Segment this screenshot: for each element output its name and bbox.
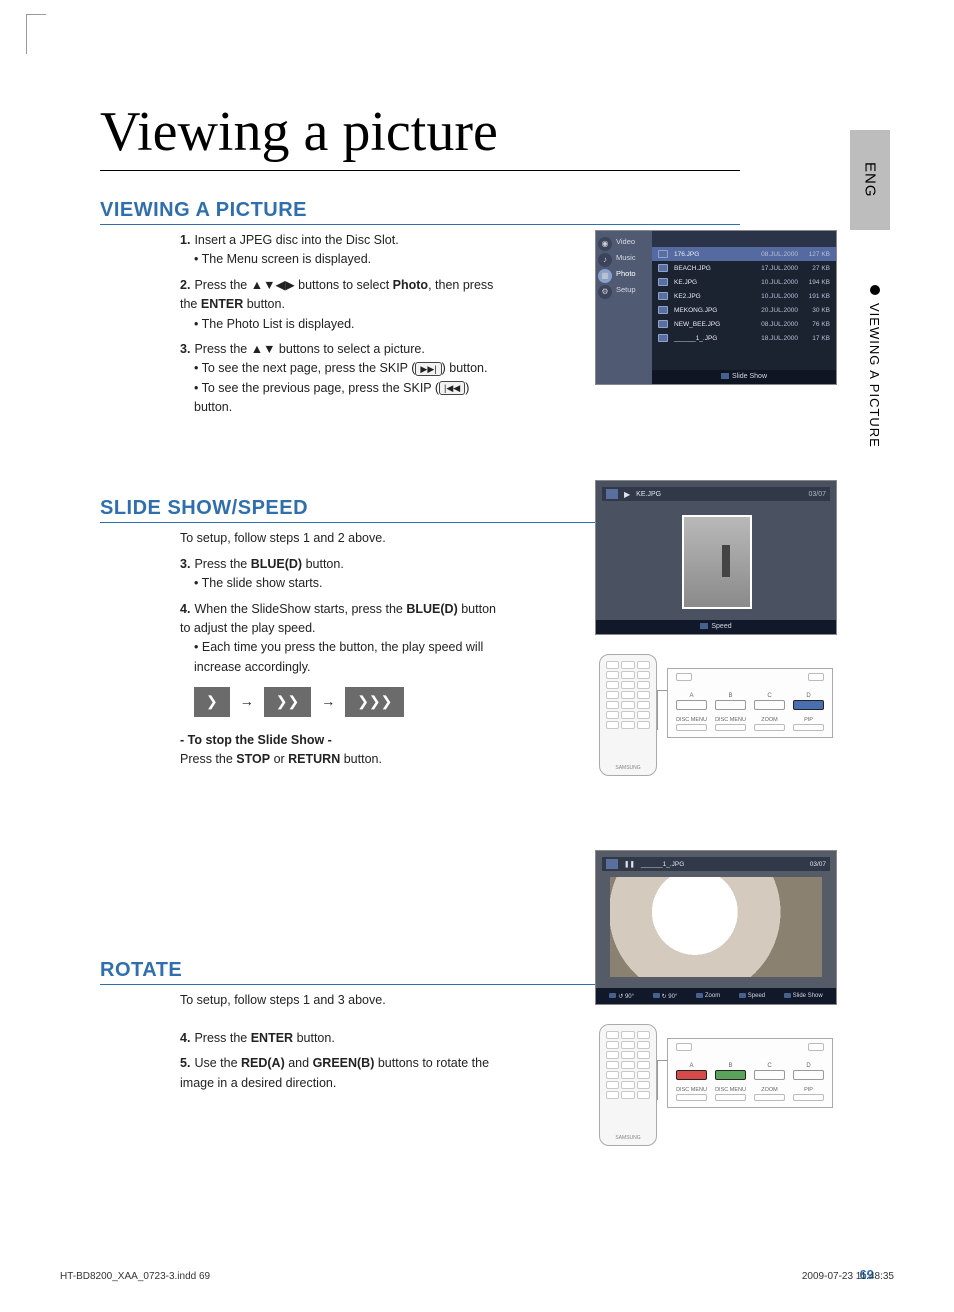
photo-icon: ▦	[598, 269, 612, 283]
key-d-2: D	[793, 1063, 824, 1080]
key-a-2: A	[676, 1063, 707, 1080]
slideshow-step3: 3.Press the BLUE(D) button. The slide sh…	[180, 555, 500, 594]
key-c-2: C	[754, 1063, 785, 1080]
crop-mark	[26, 14, 46, 54]
page-title: Viewing a picture	[100, 100, 740, 171]
menu-photo: Photo	[616, 269, 636, 278]
speed-indicator: ❯ → ❯❯ → ❯❯❯	[194, 687, 500, 717]
key-b: B	[715, 693, 746, 710]
music-icon: ♪	[598, 253, 612, 267]
rotate-intro: To setup, follow steps 1 and 3 above.	[180, 991, 500, 1010]
disc-icon: ◉	[598, 237, 612, 251]
skip-next-icon: ▶▶|	[415, 362, 441, 376]
rotate-image	[610, 877, 822, 977]
remote-diagram-slideshow: SAMSUNG A B C D DISC MENU DISC MENU ZOOM…	[595, 650, 837, 780]
viewing-step3: 3.Press the ▲▼ buttons to select a pictu…	[180, 340, 500, 418]
file-icon	[658, 334, 668, 342]
slide-header: ▶ KE.JPG 03/07	[602, 487, 830, 501]
remote-body: SAMSUNG	[599, 654, 657, 776]
footer-filename: HT-BD8200_XAA_0723-3.indd 69	[60, 1271, 210, 1282]
slideshow-step4: 4.When the SlideShow starts, press the B…	[180, 600, 500, 678]
rotate-screenshot: ❚❚ ______1_.JPG 03/07 ↺ 90° ↻ 90° Zoom S…	[595, 850, 837, 1005]
slideshow-screenshot: ▶ KE.JPG 03/07 Speed	[595, 480, 837, 635]
slideshow-intro: To setup, follow steps 1 and 2 above.	[180, 529, 500, 548]
photolist-header	[652, 231, 836, 247]
stop-heading: - To stop the Slide Show -	[180, 731, 500, 750]
photolist-main: 176.JPG08.JUL.2000127 KBBEACH.JPG17.JUL.…	[652, 231, 836, 384]
stop-text: Press the STOP or RETURN button.	[180, 750, 500, 769]
language-tab: ENG	[850, 130, 890, 230]
home-icon	[606, 489, 618, 499]
remote-body-2: SAMSUNG	[599, 1024, 657, 1146]
speed-1: ❯	[194, 687, 230, 717]
file-row: KE2.JPG10.JUL.2000191 KB	[652, 289, 836, 303]
rotate-step5: 5.Use the RED(A) and GREEN(B) buttons to…	[180, 1054, 500, 1093]
photolist-screenshot: ◉ Video ♪ Music ▦ Photo ⚙ Setup 176.JPG0…	[595, 230, 837, 385]
rotate-header: ❚❚ ______1_.JPG 03/07	[602, 857, 830, 871]
file-row: BEACH.JPG17.JUL.200027 KB	[652, 261, 836, 275]
rotate-step4: 4.Press the ENTER button.	[180, 1029, 500, 1048]
viewing-step1: 1.Insert a JPEG disc into the Disc Slot.…	[180, 231, 500, 270]
page-content: ENG VIEWING A PICTURE Viewing a picture …	[100, 70, 890, 1240]
file-icon	[658, 250, 668, 258]
remote-panel: A B C D DISC MENU DISC MENU ZOOM PIP	[667, 668, 833, 738]
key-a: A	[676, 693, 707, 710]
pause-icon: ❚❚	[624, 860, 635, 868]
language-tab-label: ENG	[862, 162, 879, 198]
key-b-2: B	[715, 1063, 746, 1080]
file-row: MEKONG.JPG20.JUL.200030 KB	[652, 303, 836, 317]
file-row: 176.JPG08.JUL.2000127 KB	[652, 247, 836, 261]
file-icon	[658, 320, 668, 328]
skip-prev-icon: |◀◀	[439, 381, 465, 395]
remote-panel-2: A B C D DISC MENU DISC MENU ZOOM PIP	[667, 1038, 833, 1108]
key-c: C	[754, 693, 785, 710]
menu-video: Video	[616, 237, 635, 246]
rotate-footer: ↺ 90° ↻ 90° Zoom Speed Slide Show	[596, 988, 836, 1004]
side-bullet	[870, 285, 880, 295]
heading-viewing: VIEWING A PICTURE	[100, 199, 740, 225]
key-d: D	[793, 693, 824, 710]
file-row: ______1_.JPG18.JUL.200017 KB	[652, 331, 836, 345]
menu-setup: Setup	[616, 285, 636, 294]
section-side-label: VIEWING A PICTURE	[867, 285, 882, 448]
photolist-footer: Slide Show	[652, 370, 836, 384]
side-label-text: VIEWING A PICTURE	[867, 303, 882, 448]
remote-diagram-rotate: SAMSUNG A B C D DISC MENU DISC MENU ZOOM…	[595, 1020, 837, 1150]
file-icon	[658, 278, 668, 286]
play-icon: ▶	[624, 490, 630, 499]
callout-line-2	[657, 1060, 667, 1100]
speed-2: ❯❯	[264, 687, 311, 717]
home-icon	[606, 859, 618, 869]
photolist-sidebar: ◉ Video ♪ Music ▦ Photo ⚙ Setup	[596, 231, 652, 384]
setup-icon: ⚙	[598, 285, 612, 299]
footer-timestamp: 2009-07-23 11:48:35	[802, 1271, 894, 1282]
file-icon	[658, 306, 668, 314]
slide-footer: Speed	[596, 620, 836, 634]
slide-image	[682, 515, 752, 609]
menu-music: Music	[616, 253, 636, 262]
file-row: NEW_BEE.JPG08.JUL.200076 KB	[652, 317, 836, 331]
viewing-step2: 2.Press the ▲▼◀▶ buttons to select Photo…	[180, 276, 500, 334]
callout-line	[657, 690, 667, 730]
file-icon	[658, 264, 668, 272]
file-row: KE.JPG10.JUL.2000194 KB	[652, 275, 836, 289]
speed-3: ❯❯❯	[345, 687, 404, 717]
file-icon	[658, 292, 668, 300]
